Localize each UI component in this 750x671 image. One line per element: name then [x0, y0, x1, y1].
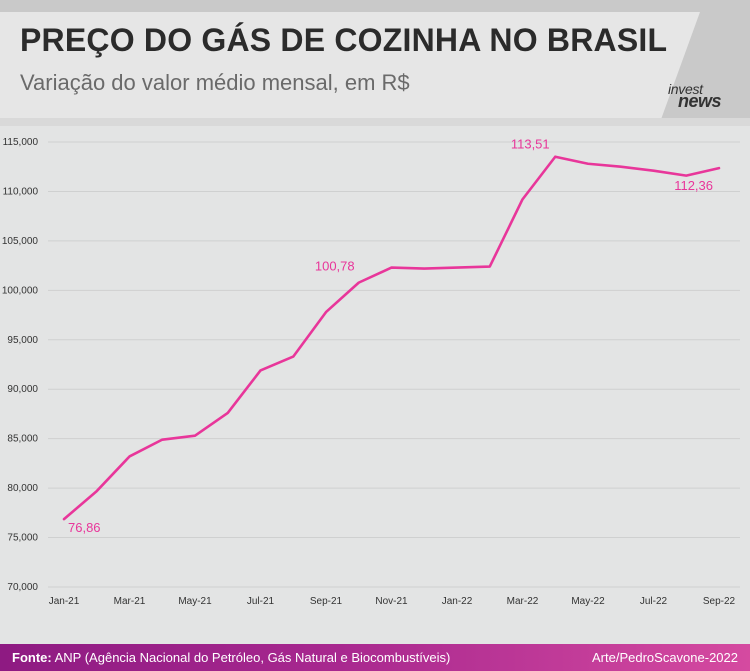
- y-tick-label: 95,000: [7, 335, 38, 346]
- x-tick-label: Nov-21: [375, 596, 408, 607]
- x-tick-label: Jul-22: [640, 596, 668, 607]
- annotations: 76,86 100,78 113,51 112,36: [68, 137, 713, 535]
- source-text: ANP (Agência Nacional do Petróleo, Gás N…: [54, 650, 451, 665]
- x-tick-label: Sep-21: [310, 596, 343, 607]
- data-label: 113,51: [511, 137, 550, 152]
- x-tick-label: Mar-21: [114, 596, 146, 607]
- data-label: 112,36: [674, 178, 713, 193]
- x-axis: Jan-21 Mar-21 May-21 Jul-21 Sep-21 Nov-21 Jan-…: [49, 596, 736, 607]
- grid-layer: [48, 141, 740, 588]
- y-tick-label: 75,000: [7, 533, 38, 544]
- series-layer: [62, 155, 721, 521]
- y-axis: 115,000 110,000 105,000 100,000 95,000 90,000…: [2, 137, 39, 593]
- y-tick-label: 80,000: [7, 483, 38, 494]
- chart-title: PREÇO DO GÁS DE COZINHA NO BRASIL: [20, 22, 668, 58]
- header: PREÇO DO GÁS DE COZINHA NO BRASIL Variaç…: [0, 0, 750, 118]
- series-line: [62, 155, 721, 521]
- y-tick-label: 105,000: [2, 236, 39, 247]
- footer: Fonte: ANP (Agência Nacional do Petróleo…: [0, 644, 750, 671]
- source-note: Fonte: ANP (Agência Nacional do Petróleo…: [12, 650, 450, 665]
- x-tick-label: Mar-22: [507, 596, 539, 607]
- chart-subtitle: Variação do valor médio mensal, em R$: [20, 70, 410, 95]
- x-tick-label: Jul-21: [247, 596, 275, 607]
- x-tick-label: Jan-21: [49, 596, 80, 607]
- y-tick-label: 70,000: [7, 582, 38, 593]
- x-tick-label: Sep-22: [703, 596, 736, 607]
- y-tick-label: 115,000: [3, 137, 39, 148]
- logo-text-invest: invest: [668, 81, 703, 97]
- line-chart: 115,000 110,000 105,000 100,000 95,000 90,000…: [2, 137, 740, 607]
- y-tick-label: 110,000: [3, 186, 39, 197]
- data-label: 76,86: [68, 520, 101, 535]
- data-label: 100,78: [315, 259, 355, 274]
- x-tick-label: May-22: [571, 596, 605, 607]
- y-tick-label: 90,000: [7, 384, 38, 395]
- art-credit: Arte/PedroScavone-2022: [592, 650, 738, 665]
- header-band: [0, 12, 700, 118]
- y-tick-label: 100,000: [2, 285, 39, 296]
- chart-area: 115,000 110,000 105,000 100,000 95,000 90,000…: [0, 126, 750, 644]
- x-tick-label: Jan-22: [442, 596, 473, 607]
- investnews-logo: invest news: [668, 82, 732, 112]
- logo-text-news: news: [678, 91, 722, 111]
- x-tick-label: May-21: [178, 596, 212, 607]
- y-tick-label: 85,000: [7, 434, 38, 445]
- source-label: Fonte:: [12, 650, 52, 665]
